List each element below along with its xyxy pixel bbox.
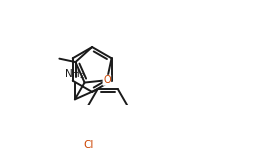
Text: NH$_2$: NH$_2$ (64, 68, 85, 81)
Text: Cl: Cl (83, 140, 94, 150)
Text: O: O (103, 75, 111, 85)
